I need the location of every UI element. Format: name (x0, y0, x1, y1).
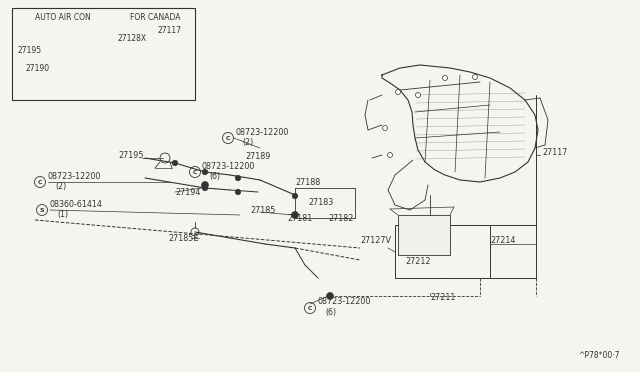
Text: 27117: 27117 (157, 26, 181, 35)
Text: 27211: 27211 (430, 294, 456, 302)
Text: 08723-12200: 08723-12200 (235, 128, 289, 137)
Text: 27195: 27195 (18, 45, 42, 55)
Circle shape (202, 185, 208, 191)
Circle shape (236, 175, 241, 181)
Text: (2): (2) (55, 182, 67, 190)
Circle shape (442, 76, 447, 80)
Circle shape (387, 153, 392, 157)
Text: 08723-12200: 08723-12200 (48, 171, 101, 180)
Text: S: S (40, 208, 44, 212)
Text: 27181: 27181 (287, 214, 312, 222)
Circle shape (202, 169, 208, 175)
Text: 27117: 27117 (542, 148, 568, 157)
Text: 27185: 27185 (250, 205, 275, 215)
Text: (6): (6) (325, 308, 336, 317)
Text: 27214: 27214 (490, 235, 515, 244)
Text: C: C (308, 305, 312, 311)
Text: (1): (1) (57, 209, 68, 218)
Text: 27212: 27212 (405, 257, 431, 266)
Text: 27194: 27194 (175, 187, 200, 196)
Text: (6): (6) (209, 171, 220, 180)
Text: C: C (38, 180, 42, 185)
Text: AUTO AIR CON: AUTO AIR CON (35, 13, 91, 22)
Text: 08723-12200: 08723-12200 (202, 161, 255, 170)
Text: 08723-12200: 08723-12200 (318, 298, 371, 307)
Bar (12, 8, 195, 100)
Circle shape (472, 74, 477, 80)
Circle shape (292, 193, 298, 199)
Text: C: C (226, 135, 230, 141)
Circle shape (202, 182, 209, 189)
Circle shape (415, 93, 420, 97)
Text: 27128X: 27128X (118, 33, 147, 42)
Text: 08360-61414: 08360-61414 (50, 199, 103, 208)
Bar (395, 225, 490, 278)
Text: C: C (193, 170, 197, 174)
Circle shape (291, 212, 298, 218)
Circle shape (326, 292, 333, 299)
Bar (398, 215, 450, 255)
Circle shape (236, 189, 241, 195)
Text: (2): (2) (242, 138, 253, 147)
Text: 27190: 27190 (25, 64, 49, 73)
Text: 27183: 27183 (308, 198, 333, 206)
Text: 27189: 27189 (245, 151, 270, 160)
Circle shape (383, 125, 387, 131)
Text: FOR CANADA: FOR CANADA (130, 13, 180, 22)
Text: 27185E: 27185E (168, 234, 198, 243)
Circle shape (396, 90, 401, 94)
Text: ^P78*00·7: ^P78*00·7 (579, 351, 620, 360)
Text: 27195: 27195 (118, 151, 143, 160)
Circle shape (172, 160, 178, 166)
Text: 27182: 27182 (328, 214, 353, 222)
Text: 27127V: 27127V (360, 235, 391, 244)
Text: 27188: 27188 (295, 177, 320, 186)
